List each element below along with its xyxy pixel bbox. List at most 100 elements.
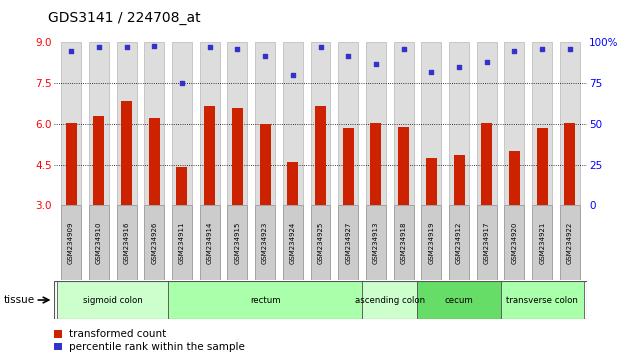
Bar: [421, 205, 441, 280]
Text: GSM234914: GSM234914: [206, 221, 213, 264]
Point: [232, 46, 242, 52]
Text: percentile rank within the sample: percentile rank within the sample: [69, 342, 244, 352]
Text: GSM234922: GSM234922: [567, 221, 573, 264]
Bar: [338, 42, 358, 205]
Bar: [560, 42, 580, 205]
Bar: [172, 42, 192, 205]
Bar: [200, 205, 220, 280]
Bar: [310, 205, 331, 280]
Point: [399, 46, 409, 52]
Point: [481, 59, 492, 65]
Text: cecum: cecum: [445, 296, 474, 304]
Point: [537, 46, 547, 52]
Bar: [398, 127, 409, 205]
Bar: [394, 205, 413, 280]
Bar: [204, 106, 215, 205]
Bar: [168, 281, 362, 319]
Point: [204, 45, 215, 50]
Text: GSM234915: GSM234915: [235, 221, 240, 264]
Text: GSM234923: GSM234923: [262, 221, 268, 264]
Point: [121, 45, 131, 50]
Bar: [61, 42, 81, 205]
Bar: [260, 124, 271, 205]
Text: transformed count: transformed count: [69, 329, 166, 339]
Text: GSM234909: GSM234909: [68, 221, 74, 264]
Bar: [228, 205, 247, 280]
Bar: [504, 205, 524, 280]
Bar: [315, 106, 326, 205]
Bar: [560, 205, 580, 280]
Bar: [421, 42, 441, 205]
Point: [454, 64, 464, 70]
Bar: [117, 205, 137, 280]
Text: GSM234912: GSM234912: [456, 221, 462, 264]
Bar: [477, 42, 497, 205]
Text: GSM234920: GSM234920: [512, 221, 517, 264]
Bar: [449, 42, 469, 205]
Bar: [144, 205, 164, 280]
Bar: [287, 162, 298, 205]
Point: [66, 48, 76, 53]
Text: GSM234925: GSM234925: [317, 221, 324, 264]
Point: [426, 69, 437, 75]
Text: GSM234921: GSM234921: [539, 221, 545, 264]
Text: GSM234910: GSM234910: [96, 221, 102, 264]
Point: [288, 72, 298, 78]
Bar: [310, 42, 331, 205]
Point: [315, 45, 326, 50]
Bar: [200, 42, 220, 205]
Bar: [366, 205, 386, 280]
Bar: [89, 42, 109, 205]
Bar: [481, 122, 492, 205]
Bar: [228, 42, 247, 205]
Text: GSM234926: GSM234926: [151, 221, 157, 264]
Text: GSM234924: GSM234924: [290, 221, 296, 264]
Text: rectum: rectum: [250, 296, 280, 304]
Text: GSM234927: GSM234927: [345, 221, 351, 264]
Point: [343, 53, 353, 58]
Text: tissue: tissue: [3, 295, 35, 305]
Bar: [338, 205, 358, 280]
Point: [149, 43, 160, 48]
Bar: [255, 205, 275, 280]
Text: GSM234913: GSM234913: [373, 221, 379, 264]
Text: GSM234911: GSM234911: [179, 221, 185, 264]
Bar: [176, 167, 187, 205]
Bar: [509, 151, 520, 205]
Point: [510, 48, 520, 53]
Point: [94, 45, 104, 50]
Text: GSM234917: GSM234917: [484, 221, 490, 264]
Bar: [449, 205, 469, 280]
Point: [260, 53, 271, 58]
Text: GSM234916: GSM234916: [124, 221, 129, 264]
Bar: [283, 42, 303, 205]
Bar: [501, 281, 584, 319]
Point: [565, 46, 575, 52]
Bar: [370, 122, 381, 205]
Text: GDS3141 / 224708_at: GDS3141 / 224708_at: [48, 11, 201, 25]
Point: [370, 61, 381, 67]
Text: transverse colon: transverse colon: [506, 296, 578, 304]
Bar: [477, 205, 497, 280]
Text: GSM234919: GSM234919: [428, 221, 435, 264]
Text: GSM234918: GSM234918: [401, 221, 406, 264]
Bar: [57, 281, 168, 319]
Bar: [394, 42, 413, 205]
Bar: [504, 42, 524, 205]
Text: ascending colon: ascending colon: [354, 296, 425, 304]
Bar: [417, 281, 501, 319]
Bar: [366, 42, 386, 205]
Bar: [362, 281, 417, 319]
Bar: [532, 42, 552, 205]
Bar: [255, 42, 275, 205]
Text: sigmoid colon: sigmoid colon: [83, 296, 142, 304]
Bar: [89, 205, 109, 280]
Bar: [94, 116, 104, 205]
Bar: [532, 205, 552, 280]
Bar: [343, 128, 354, 205]
Bar: [426, 158, 437, 205]
Bar: [283, 205, 303, 280]
Bar: [232, 108, 243, 205]
Bar: [565, 122, 576, 205]
Bar: [65, 122, 76, 205]
